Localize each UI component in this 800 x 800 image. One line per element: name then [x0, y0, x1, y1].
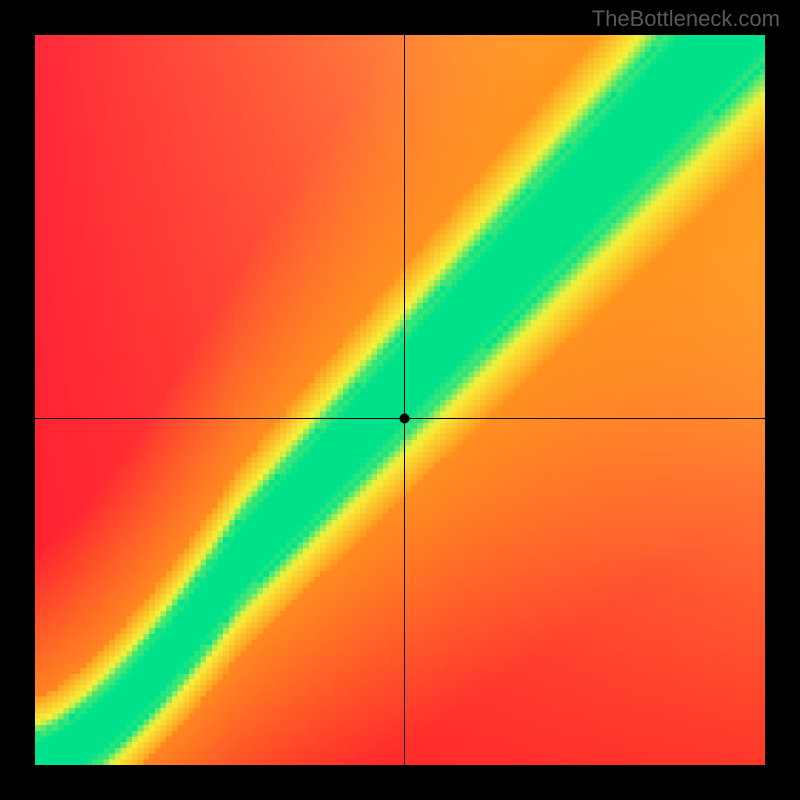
- watermark-text: TheBottleneck.com: [592, 6, 780, 32]
- crosshair-overlay-canvas: [35, 35, 765, 765]
